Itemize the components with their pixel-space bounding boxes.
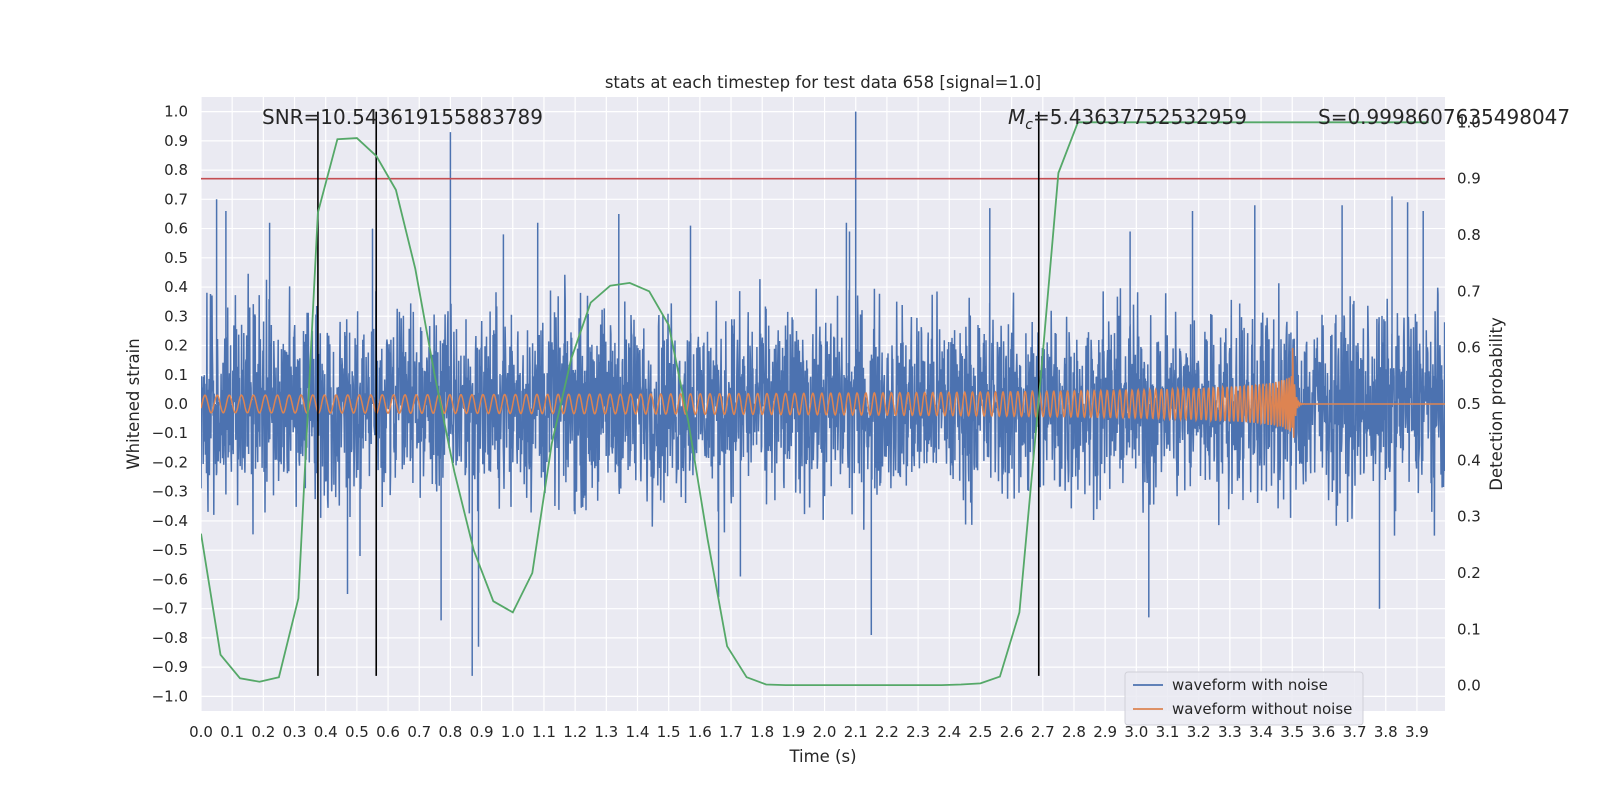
y-tick-label: −1.0	[152, 687, 188, 705]
y2-tick-label: 0.1	[1457, 620, 1481, 638]
x-tick-label: 2.6	[1000, 723, 1024, 741]
x-tick-label: 2.7	[1031, 723, 1055, 741]
x-tick-label: 3.2	[1187, 723, 1211, 741]
x-tick-label: 3.6	[1311, 723, 1335, 741]
x-tick-label: 1.1	[532, 723, 556, 741]
x-axis-label: Time (s)	[788, 747, 856, 766]
y2-tick-label: 0.2	[1457, 564, 1481, 582]
x-tick-label: 0.8	[438, 723, 462, 741]
y-tick-label: −0.7	[152, 600, 188, 618]
x-tick-label: 3.4	[1249, 723, 1273, 741]
x-tick-label: 0.9	[470, 723, 494, 741]
y-tick-label: 0.1	[164, 366, 188, 384]
y-axis-label: Whitened strain	[124, 338, 143, 469]
x-tick-label: 1.4	[626, 723, 650, 741]
noisy-waveform-line	[201, 111, 1445, 676]
x-tick-label: 3.1	[1156, 723, 1180, 741]
chirp-mass-annotation: Mc=5.43637752532959	[1008, 105, 1247, 133]
y-tick-label: 0.3	[164, 307, 188, 325]
x-tick-label: 3.5	[1280, 723, 1304, 741]
y-tick-label: −0.8	[152, 629, 188, 647]
x-tick-label: 0.6	[376, 723, 400, 741]
y-tick-labels: −1.0 −0.9 −0.8 −0.7 −0.6 −0.5 −0.4 −0.3 −0.2 −0.1…	[152, 103, 188, 706]
x-tick-label: 3.7	[1343, 723, 1367, 741]
x-tick-label: 1.3	[594, 723, 618, 741]
y-tick-label: −0.5	[152, 541, 188, 559]
y-tick-label: 1.0	[164, 103, 188, 121]
y2-tick-label: 0.8	[1457, 226, 1481, 244]
y2-tick-label: 1.0	[1457, 113, 1481, 131]
y2-tick-label: 0.0	[1457, 677, 1481, 695]
y2-tick-label: 0.9	[1457, 170, 1481, 188]
y-tick-label: 0.2	[164, 337, 188, 355]
x-tick-label: 1.2	[563, 723, 587, 741]
snr-annotation: SNR=10.543619155883789	[262, 105, 543, 129]
chirp-mass-value: =5.43637752532959	[1033, 105, 1247, 129]
chirp-mass-subscript: c	[1025, 117, 1033, 133]
y-tick-label: 0.8	[164, 161, 188, 179]
y2-tick-label: 0.6	[1457, 339, 1481, 357]
y-tick-label: 0.4	[164, 278, 188, 296]
x-tick-label: 1.5	[657, 723, 681, 741]
y-tick-label: 0.6	[164, 220, 188, 238]
x-tick-label: 0.4	[314, 723, 338, 741]
y-tick-label: −0.9	[152, 658, 188, 676]
x-tick-label: 2.1	[844, 723, 868, 741]
x-tick-label: 3.0	[1124, 723, 1148, 741]
y2-tick-label: 0.7	[1457, 282, 1481, 300]
x-tick-label: 3.9	[1405, 723, 1429, 741]
overlay-clip-group	[201, 111, 1445, 686]
y-tick-label: 0.7	[164, 190, 188, 208]
x-tick-label: 0.0	[189, 723, 213, 741]
y2-axis-label: Detection probability	[1487, 317, 1506, 491]
x-tick-labels: 0.0 0.1 0.2 0.3 0.4 0.5 0.6 0.7 0.8 0.9 1.0 1.1 1.2 1…	[189, 723, 1429, 741]
series-layer	[201, 111, 1445, 676]
x-tick-label: 2.9	[1093, 723, 1117, 741]
y2-tick-label: 0.3	[1457, 508, 1481, 526]
x-tick-label: 0.1	[220, 723, 244, 741]
overlay-layer	[201, 111, 1445, 686]
y-tick-label: −0.2	[152, 453, 188, 471]
y-tick-label: −0.4	[152, 512, 188, 530]
y-tick-label: −0.1	[152, 424, 188, 442]
x-tick-label: 1.7	[719, 723, 743, 741]
legend-box	[1124, 671, 1364, 726]
x-tick-label: 2.3	[906, 723, 930, 741]
chart-title: stats at each timestep for test data 658…	[605, 73, 1041, 92]
x-tick-label: 3.3	[1218, 723, 1242, 741]
y2-tick-label: 0.5	[1457, 395, 1481, 413]
y-tick-label: −0.3	[152, 483, 188, 501]
x-tick-label: 1.9	[781, 723, 805, 741]
x-tick-label: 0.2	[251, 723, 275, 741]
x-tick-label: 0.5	[345, 723, 369, 741]
x-tick-label: 3.8	[1374, 723, 1398, 741]
x-tick-label: 1.0	[501, 723, 525, 741]
x-tick-label: 2.0	[813, 723, 837, 741]
x-tick-label: 2.8	[1062, 723, 1086, 741]
y2-tick-labels: 0.0 0.1 0.2 0.3 0.4 0.5 0.6 0.7 0.8 0.9 1.0	[1457, 113, 1481, 694]
x-tick-label: 2.4	[937, 723, 961, 741]
legend-label-noisy: waveform with noise	[1172, 676, 1328, 694]
y-tick-label: 0.5	[164, 249, 188, 267]
x-tick-label: 2.2	[875, 723, 899, 741]
y-tick-label: −0.6	[152, 570, 188, 588]
x-tick-label: 2.5	[969, 723, 993, 741]
detection-score-annotation: S=0.9998607635498047	[1318, 105, 1570, 129]
x-tick-label: 0.3	[283, 723, 307, 741]
detection-probability-line	[201, 121, 1429, 686]
series-clip-group	[201, 111, 1445, 676]
legend: waveform with noise waveform without noi…	[1124, 671, 1364, 726]
x-tick-label: 1.6	[688, 723, 712, 741]
chirp-mass-symbol: M	[1008, 105, 1025, 129]
x-tick-label: 0.7	[407, 723, 431, 741]
legend-label-clean: waveform without noise	[1172, 700, 1352, 718]
y-tick-label: 0.9	[164, 132, 188, 150]
clean-waveform-line	[201, 347, 1445, 438]
y-tick-label: 0.0	[164, 395, 188, 413]
x-tick-label: 1.8	[750, 723, 774, 741]
y2-tick-label: 0.4	[1457, 451, 1481, 469]
